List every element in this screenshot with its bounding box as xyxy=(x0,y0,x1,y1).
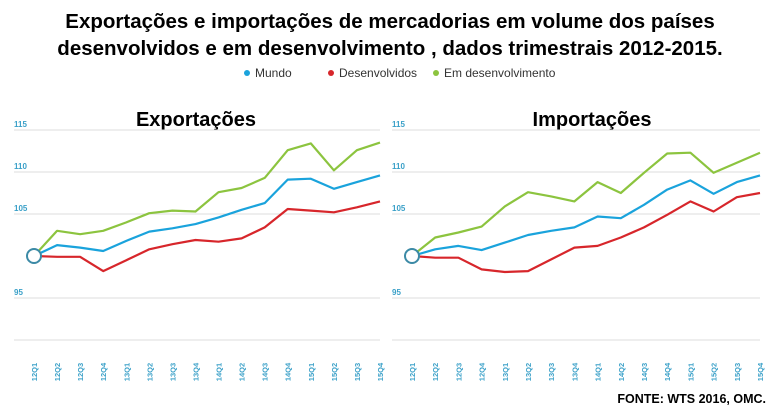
exportacoes-x-tick-14q3: 14Q3 xyxy=(261,363,270,381)
importacoes-panel-title: Importações xyxy=(533,109,652,131)
exportacoes-x-tick-15q1: 15Q1 xyxy=(307,363,316,381)
importacoes-start-marker xyxy=(404,248,420,264)
importacoes-x-tick-15q1: 15Q1 xyxy=(686,363,695,381)
legend-swatch-mundo xyxy=(244,70,250,76)
legend-item-em-desenvolvimento: Em desenvolvimento xyxy=(433,66,555,80)
exportacoes-x-tick-14q1: 14Q1 xyxy=(215,363,224,381)
exportacoes-x-tick-13q3: 13Q3 xyxy=(168,363,177,381)
importacoes-x-tick-12q1: 12Q1 xyxy=(408,363,417,381)
exportacoes-x-tick-12q2: 12Q2 xyxy=(53,363,62,381)
exportacoes-x-tick-15q3: 15Q3 xyxy=(353,363,362,381)
exportacoes-series-desenvolvidos xyxy=(33,200,381,273)
exportacoes-x-tick-12q3: 12Q3 xyxy=(76,363,85,381)
exportacoes-x-tick-13q4: 13Q4 xyxy=(191,362,200,381)
exportacoes-x-tick-15q4: 15Q4 xyxy=(376,362,385,381)
exportacoes-start-marker xyxy=(26,248,42,264)
source-note: FONTE: WTS 2016, OMC. xyxy=(617,392,766,406)
importacoes-x-tick-12q2: 12Q2 xyxy=(431,363,440,381)
exportacoes-x-tick-14q4: 14Q4 xyxy=(284,362,293,381)
exportacoes-y-tick-95: 95 xyxy=(14,288,23,297)
importacoes-x-tick-14q1: 14Q1 xyxy=(594,363,603,381)
importacoes-x-tick-14q2: 14Q2 xyxy=(617,363,626,381)
importacoes-y-tick-105: 105 xyxy=(392,204,406,213)
exportacoes-x-tick-13q2: 13Q2 xyxy=(145,363,154,381)
legend-label-mundo: Mundo xyxy=(255,66,292,80)
legend-item-mundo: Mundo xyxy=(244,66,292,80)
legend-label-em-desenvolvimento: Em desenvolvimento xyxy=(444,66,556,80)
importacoes-x-tick-13q1: 13Q1 xyxy=(501,363,510,381)
exportacoes-x-tick-12q4: 12Q4 xyxy=(99,362,108,381)
exportacoes-x-tick-15q2: 15Q2 xyxy=(330,363,339,381)
importacoes-x-tick-14q4: 14Q4 xyxy=(663,362,672,381)
exportacoes-x-tick-13q1: 13Q1 xyxy=(122,363,131,381)
importacoes-x-tick-13q4: 13Q4 xyxy=(570,362,579,381)
importacoes-x-tick-14q3: 14Q3 xyxy=(640,363,649,381)
exportacoes-y-tick-115: 115 xyxy=(14,120,27,129)
importacoes-y-tick-110: 110 xyxy=(392,162,405,171)
exportacoes-x-tick-14q2: 14Q2 xyxy=(238,363,247,381)
legend-label-desenvolvidos: Desenvolvidos xyxy=(339,66,418,80)
exportacoes-y-tick-110: 110 xyxy=(14,162,27,171)
importacoes-series-desenvolvidos xyxy=(411,191,761,274)
legend: Mundo Desenvolvidos Em desenvolvimento xyxy=(0,66,780,84)
legend-item-desenvolvidos: Desenvolvidos xyxy=(328,66,417,80)
exportacoes-y-tick-105: 105 xyxy=(14,204,28,213)
importacoes-x-tick-15q3: 15Q3 xyxy=(733,363,742,381)
exportacoes-series-em-desenvolvimento xyxy=(33,141,381,257)
legend-swatch-desenvolvidos xyxy=(328,70,334,76)
importacoes-x-tick-12q3: 12Q3 xyxy=(454,363,463,381)
importacoes-x-tick-13q2: 13Q2 xyxy=(524,363,533,381)
exportacoes-x-tick-12q1: 12Q1 xyxy=(30,363,39,381)
legend-swatch-em-desenvolvimento xyxy=(433,70,439,76)
importacoes-y-tick-115: 115 xyxy=(392,120,405,129)
importacoes-y-tick-95: 95 xyxy=(392,288,401,297)
chart-title-line-1: Exportações e importações de mercadorias… xyxy=(65,10,715,33)
exportacoes-panel-title: Exportações xyxy=(136,109,256,131)
importacoes-series-mundo xyxy=(411,174,761,258)
importacoes-series-em-desenvolvimento xyxy=(411,151,761,257)
importacoes-x-tick-13q3: 13Q3 xyxy=(547,363,556,381)
importacoes-x-tick-12q4: 12Q4 xyxy=(478,362,487,381)
exportacoes-series-mundo xyxy=(33,174,381,257)
chart-title: Exportações e importações de mercadorias… xyxy=(0,8,780,62)
importacoes-x-tick-15q4: 15Q4 xyxy=(756,362,765,381)
importacoes-x-tick-15q2: 15Q2 xyxy=(710,363,719,381)
chart-title-line-2: desenvolvidos e em desenvolvimento , dad… xyxy=(57,37,723,60)
